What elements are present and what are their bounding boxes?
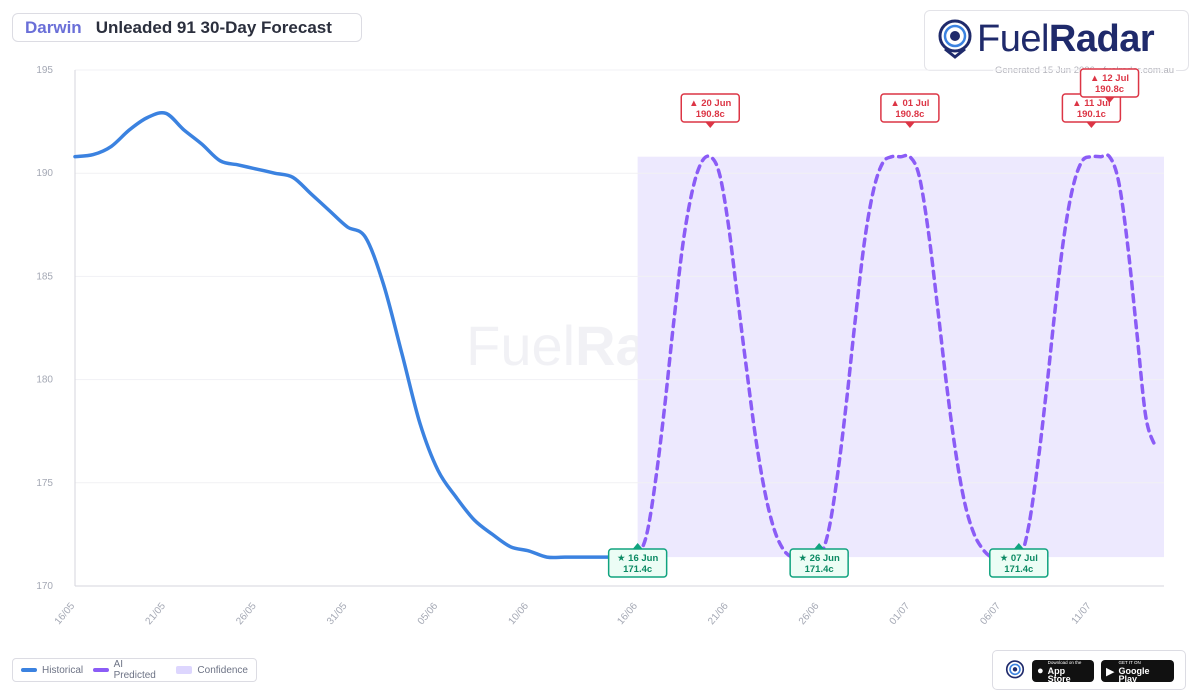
x-tick-label: 21/06 (706, 601, 731, 628)
app-store-badge[interactable]: ● Download on the App Store (1032, 660, 1094, 684)
apple-icon: ● (1037, 665, 1044, 677)
fuel-radar-small-logo-icon (1005, 660, 1025, 679)
y-tick-label: 180 (36, 375, 53, 386)
peak-callout (1061, 93, 1122, 123)
generated-note: Generated 15 Jun 2026 · fuelradar.com.au (993, 65, 1177, 76)
predicted-line (635, 153, 1157, 561)
legend-label: Historical (42, 664, 84, 676)
chart-title-box: Darwin Unleaded 91 30-Day Forecast (12, 13, 362, 42)
peak-price-label: 190.8c (1095, 84, 1124, 95)
x-tick-label: 10/06 (507, 601, 532, 628)
peak-price-label: 190.8c (895, 109, 924, 120)
watermark: FuelRadar (466, 314, 734, 377)
peak-date-label: ▲ 20 Jun (689, 98, 731, 109)
legend-swatch (21, 668, 37, 672)
x-tick-label: 26/06 (797, 601, 822, 628)
trough-price-label: 171.4c (805, 564, 834, 575)
trough-price-label: 171.4c (1004, 564, 1033, 575)
peak-callout (880, 93, 940, 123)
x-tick-label: 06/07 (978, 601, 1003, 628)
y-tick-label: 190 (36, 168, 53, 179)
legend-swatch (176, 666, 193, 674)
peak-pointer (904, 122, 915, 128)
brand-wordmark: FuelRadar (977, 18, 1155, 60)
trough-date-label: ★ 16 Jun (617, 553, 658, 564)
trough-date-label: ★ 26 Jun (799, 553, 840, 564)
chart-legend: Historical AI Predicted Confidence (12, 658, 257, 682)
legend-item-confidence[interactable]: Confidence (176, 665, 248, 676)
y-tick-label: 170 (36, 581, 53, 592)
x-tick-label: 11/07 (1070, 601, 1094, 627)
brand-logo-box[interactable]: FuelRadar Generated 15 Jun 2026 · fuelra… (924, 10, 1189, 76)
x-tick-label: 05/06 (416, 601, 441, 628)
google-play-badge[interactable]: ▶ GET IT ON Google Play (1101, 660, 1174, 684)
peak-price-label: 190.1c (1077, 109, 1106, 120)
trough-price-label: 171.4c (623, 564, 652, 575)
fuel-radar-logo-icon (938, 19, 972, 59)
chart-title: Unleaded 91 30-Day Forecast (95, 17, 332, 37)
x-tick-label: 31/05 (325, 601, 350, 628)
trough-pointer (814, 543, 825, 549)
peak-date-label: ▲ 01 Jul (890, 98, 929, 109)
legend-label: Confidence (197, 664, 248, 676)
peak-price-label: 190.8c (696, 109, 725, 120)
x-tick-label: 21/05 (144, 601, 169, 628)
x-tick-label: 16/05 (53, 601, 78, 628)
y-tick-label: 175 (36, 478, 53, 489)
y-tick-label: 195 (36, 65, 53, 76)
x-tick-label: 16/06 (615, 601, 640, 628)
x-tick-label: 01/07 (888, 601, 913, 628)
confidence-band (637, 156, 1164, 558)
trough-pointer (632, 543, 643, 549)
trough-pointer (1013, 543, 1024, 549)
trough-callout (789, 548, 849, 578)
trough-callout (607, 548, 668, 578)
trough-date-label: ★ 07 Jul (1000, 553, 1038, 564)
legend-item-predicted[interactable]: AI Predicted (93, 659, 166, 681)
y-tick-label: 185 (36, 271, 53, 282)
peak-callout (680, 93, 740, 123)
city-name: Darwin (25, 17, 82, 37)
peak-date-label: ▲ 11 Jul (1072, 98, 1110, 109)
legend-label: AI Predicted (113, 659, 156, 681)
peak-pointer (1086, 122, 1097, 128)
trough-callout (989, 548, 1049, 578)
peak-pointer (705, 122, 716, 128)
app-store-links: ● Download on the App Store ▶ GET IT ON Go… (992, 650, 1186, 690)
x-tick-label: 26/05 (234, 601, 259, 628)
legend-item-historical[interactable]: Historical (21, 665, 83, 676)
play-icon: ▶ (1106, 665, 1115, 678)
legend-swatch (93, 668, 109, 672)
peak-pointer (1104, 97, 1115, 103)
historical-line (73, 110, 622, 560)
